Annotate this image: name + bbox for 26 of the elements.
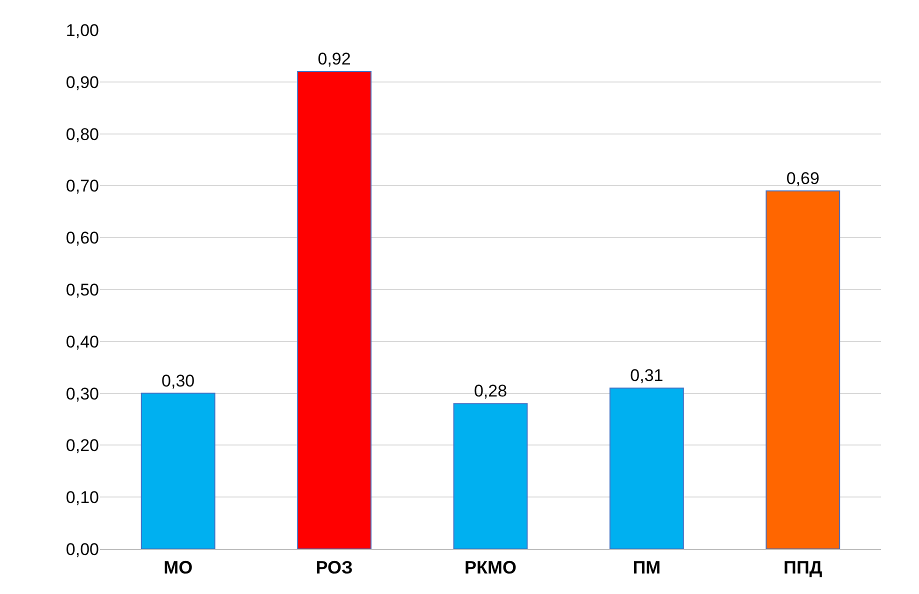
y-tick-label: 0,30 — [66, 384, 99, 404]
x-tick-label: РКМО — [464, 558, 516, 578]
data-label: 0,30 — [162, 371, 195, 390]
y-tick-label: 0,90 — [66, 72, 99, 92]
x-tick-label: МО — [164, 558, 193, 578]
y-tick-label: 0,80 — [66, 124, 99, 144]
y-tick-label: 0,70 — [66, 176, 99, 196]
bar — [140, 392, 216, 549]
y-tick-label: 0,60 — [66, 228, 99, 248]
y-tick-label: 1,00 — [66, 20, 99, 40]
data-label: 0,69 — [786, 168, 820, 188]
y-tick-label: 0,50 — [66, 280, 99, 300]
y-tick-label: 0,00 — [66, 540, 99, 559]
y-tick-label: 0,40 — [66, 332, 99, 352]
bar — [609, 388, 684, 549]
bar — [453, 403, 528, 549]
x-tick-label: ПМ — [632, 558, 661, 578]
data-label: 0,92 — [318, 50, 351, 69]
y-tick-label: 0,20 — [66, 436, 99, 456]
y-tick-label: 0,10 — [66, 488, 99, 508]
bar — [297, 71, 372, 549]
x-tick-label: РОЗ — [316, 558, 353, 578]
bar — [766, 190, 840, 549]
data-label: 0,31 — [630, 366, 664, 386]
x-tick-label: ППД — [784, 558, 822, 578]
data-label: 0,28 — [474, 382, 508, 401]
